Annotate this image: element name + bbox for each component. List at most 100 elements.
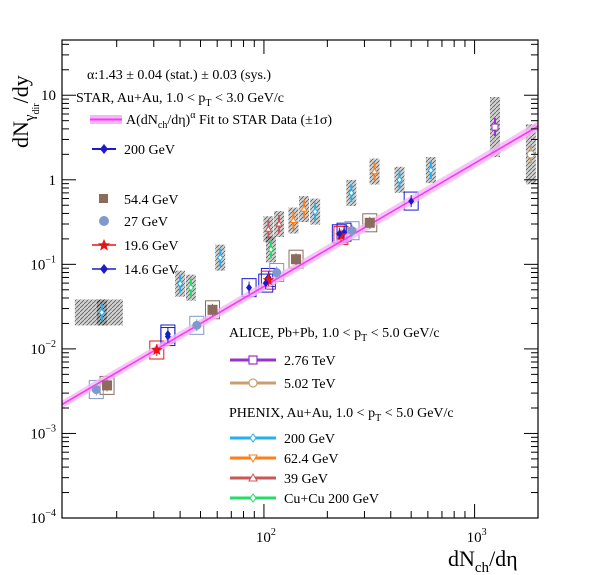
star-annotation: STAR, Au+Au, 1.0 < pT < 3.0 GeV/c <box>76 91 284 109</box>
legend-phenix-624-label: 62.4 GeV <box>284 452 338 467</box>
legend-phenix-39: 39 GeV <box>230 472 328 487</box>
legend-alice-276: 2.76 TeV <box>230 354 336 369</box>
legend-star-200-label: 200 GeV <box>124 143 175 158</box>
plot-frame <box>61 39 539 519</box>
legend-fit-label: A(dNch/dη)α Fit to STAR Data (±1σ) <box>126 110 332 131</box>
legend-star-544-label: 54.4 GeV <box>124 193 178 208</box>
point-star-27-gev <box>272 268 282 278</box>
point-star-200-gev <box>246 283 253 292</box>
point-phenix-200-gev <box>427 166 435 174</box>
legend-phenix-39-marker <box>248 472 258 482</box>
point-star-54-4-gev <box>364 217 375 228</box>
y-axis-title: dNγdir/dy <box>8 75 42 148</box>
legend-star-27-label: 27 GeV <box>124 215 168 230</box>
star-annotation-post: < 3.0 GeV/c <box>212 91 284 106</box>
point-phenix-200-gev <box>217 253 224 262</box>
point-star-27-gev <box>192 320 202 330</box>
legend-alice-502-label: 5.02 TeV <box>284 377 336 392</box>
x-tick-label-exp: 3 <box>482 527 487 538</box>
point-star-14-6-gev <box>262 279 269 288</box>
point-phenix-39-gev <box>264 225 273 232</box>
x-axis-title: dNch/dη <box>448 546 518 575</box>
y-axis-title-tail: /dy <box>8 75 33 103</box>
points-layer <box>91 118 535 396</box>
point-phenix-cu-cu-200-gev <box>267 245 275 254</box>
legend-fit-label-sup: α <box>190 110 196 121</box>
legend-phenix-200-label: 200 GeV <box>284 432 335 447</box>
y-tick-label-base: 1 <box>49 173 57 189</box>
legend-star-544-marker <box>99 194 108 203</box>
point-phenix-200-gev <box>311 207 319 216</box>
point-phenix-39-gev <box>275 220 283 227</box>
legend-star-27: 27 GeV <box>99 215 168 230</box>
point-star-27-gev <box>347 226 357 236</box>
point-phenix-200-gev <box>348 189 355 197</box>
legend-star-196-marker <box>97 239 111 251</box>
point-phenix-62-4-gev <box>370 167 379 175</box>
x-tick-label-base: 10 <box>256 530 271 546</box>
point-phenix-62-4-gev <box>300 205 308 212</box>
legend-star-146-marker <box>100 264 108 274</box>
x-axis-title-main: dN <box>448 546 475 571</box>
y-axis-title-main: dN <box>8 121 33 148</box>
legend-fit-label-b: /dη) <box>167 113 190 128</box>
legend-phenix-624: 62.4 GeV <box>230 452 338 467</box>
legend-star-27-marker <box>99 216 109 226</box>
point-phenix-200-gev <box>98 308 105 317</box>
y-axis-title-subsub: dir <box>31 103 42 115</box>
alice-annotation: ALICE, Pb+Pb, 1.0 < pT < 5.0 GeV/c <box>229 326 440 344</box>
alice-annotation-pre: ALICE, Pb+Pb, 1.0 < p <box>229 326 361 341</box>
phenix-annotation-sub: T <box>375 413 381 424</box>
legend-fit-label-sub: ch <box>158 120 167 131</box>
alpha-annotation: α:1.43 ± 0.04 (stat.) ± 0.03 (sys.) <box>87 68 271 83</box>
x-tick-label-base: 10 <box>467 530 482 546</box>
legend-phenix-200: 200 GeV <box>230 432 335 447</box>
x-tick-label: 103 <box>467 527 487 546</box>
legend-fit: A(dNch/dη)α Fit to STAR Data (±1σ) <box>90 110 332 131</box>
y-tick-label-base: 10 <box>30 511 45 527</box>
phenix-annotation-pre: PHENIX, Au+Au, 1.0 < p <box>229 406 375 421</box>
point-star-54-4-gev <box>102 380 113 391</box>
y-axis-title-sub: γ <box>22 114 38 122</box>
legend-phenix-624-marker <box>248 454 258 464</box>
point-phenix-cu-cu-200-gev <box>187 283 195 292</box>
point-star-54-4-gev <box>291 254 302 265</box>
legend-phenix-cucu-label: Cu+Cu 200 GeV <box>284 492 379 507</box>
legend-star-146-label: 14.6 GeV <box>124 263 178 278</box>
point-star-14-6-gev <box>336 229 343 238</box>
x-axis-title-sub: ch <box>475 560 490 575</box>
fit-line <box>61 125 539 406</box>
legend-fit-label-a: A(dN <box>126 113 158 128</box>
y-tick-label: 10−4 <box>30 508 56 527</box>
legend-phenix-cucu-marker <box>249 493 257 503</box>
point-star-14-6-gev <box>164 332 171 341</box>
y-tick-label: 10 <box>41 88 56 104</box>
legend-star-544: 54.4 GeV <box>99 193 178 208</box>
y-tick-label-exp: −4 <box>45 508 56 519</box>
legend-alice-276-marker <box>248 355 258 365</box>
point-alice-2-76-tev <box>491 123 499 131</box>
legend-star-200-marker <box>100 144 108 154</box>
legend-star-196-label: 19.6 GeV <box>124 239 178 254</box>
legend-star-200: 200 GeV <box>92 143 175 158</box>
y-tick-label-exp: −2 <box>45 339 56 350</box>
legend-fit-label-c: Fit to STAR Data (±1σ) <box>195 113 332 128</box>
fit-layer <box>61 121 539 409</box>
legend-alice-502-marker <box>248 378 258 388</box>
alice-annotation-post: < 5.0 GeV/c <box>367 326 439 341</box>
x-axis-title-tail: /dη <box>489 546 518 571</box>
point-star-27-gev <box>91 385 101 395</box>
y-tick-label-exp: −3 <box>45 423 56 434</box>
legend-phenix-cucu: Cu+Cu 200 GeV <box>230 492 379 507</box>
star-annotation-pre: STAR, Au+Au, 1.0 < p <box>76 91 205 106</box>
star-annotation-sub: T <box>205 98 211 109</box>
legend-star-196: 19.6 GeV <box>92 239 178 254</box>
legend-alice-502: 5.02 TeV <box>230 377 336 392</box>
legend-star-146: 14.6 GeV <box>92 263 178 278</box>
y-tick-label-exp: −1 <box>45 254 56 265</box>
legend-phenix-200-marker <box>249 433 257 443</box>
point-phenix-62-4-gev <box>289 216 298 223</box>
y-tick-label-base: 10 <box>30 342 45 358</box>
y-tick-label: 10−3 <box>30 423 56 442</box>
